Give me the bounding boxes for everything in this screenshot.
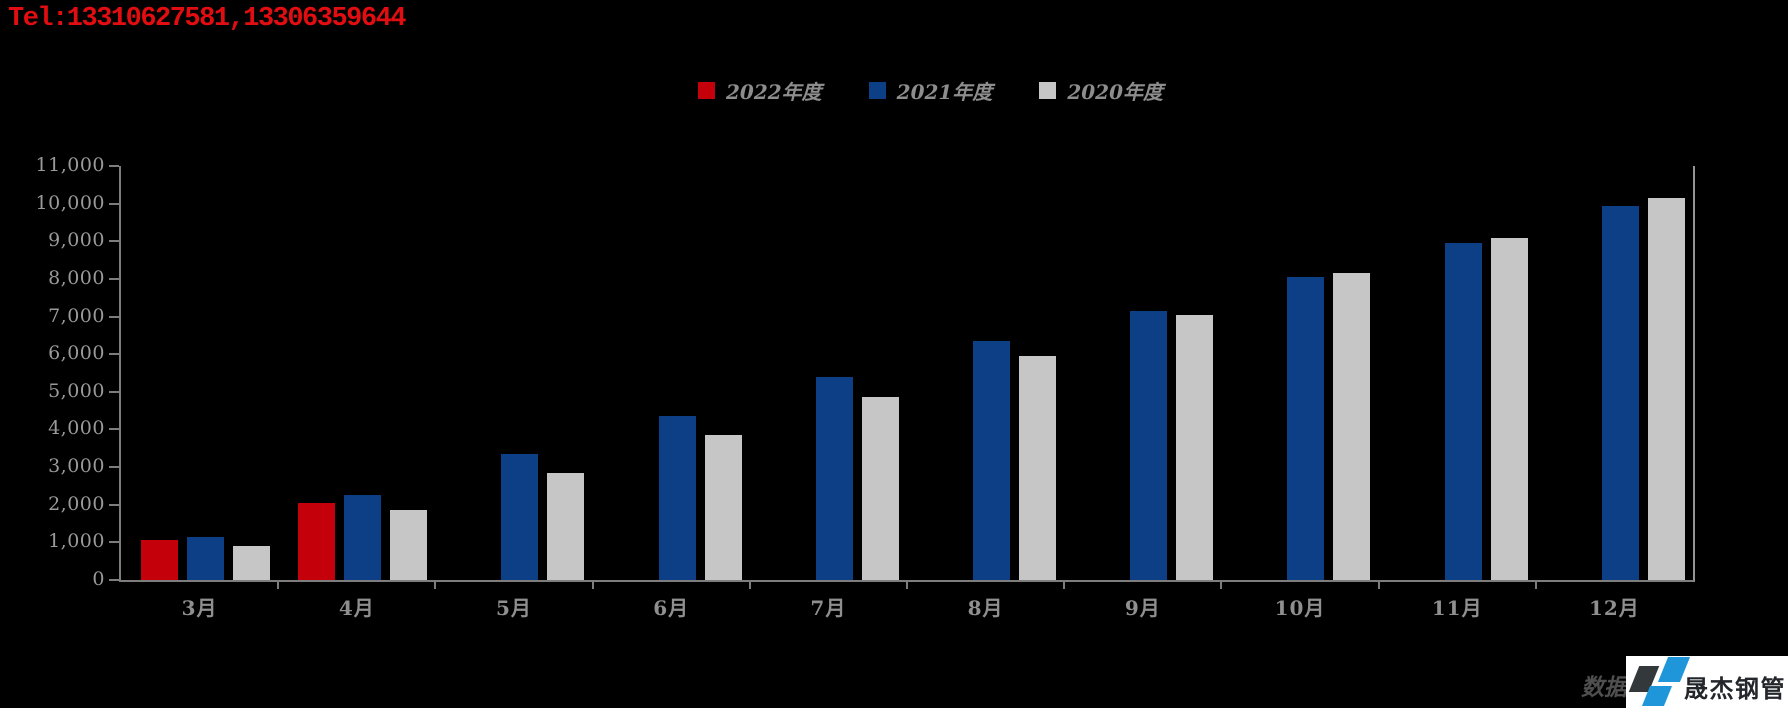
legend-swatch-icon bbox=[868, 82, 886, 99]
y-axis-label: 2,000 bbox=[48, 492, 105, 515]
x-axis-label: 3月 bbox=[181, 596, 218, 620]
x-axis-tick bbox=[1534, 582, 1537, 589]
y-axis-tick bbox=[109, 390, 119, 393]
x-axis-label: 7月 bbox=[810, 596, 847, 620]
bar-2020年度-4月 bbox=[390, 510, 428, 580]
legend-swatch-icon bbox=[698, 82, 715, 99]
y-axis-label: 11,000 bbox=[35, 154, 105, 176]
bar-2021年度-8月 bbox=[973, 341, 1010, 580]
shengjie-logo: 晟杰钢管 bbox=[1626, 656, 1788, 708]
y-axis-label: 1,000 bbox=[48, 530, 105, 553]
bar-2022年度-4月 bbox=[298, 503, 336, 580]
legend-label: 2020年度 bbox=[1067, 80, 1164, 104]
x-axis-tick bbox=[1220, 582, 1223, 589]
bar-2020年度-7月 bbox=[861, 397, 899, 580]
x-axis-label: 9月 bbox=[1124, 596, 1161, 620]
x-axis-label: 12月 bbox=[1588, 596, 1640, 620]
x-axis-tick bbox=[591, 582, 594, 589]
x-axis-tick bbox=[1377, 582, 1380, 589]
bar-2020年度-6月 bbox=[704, 435, 742, 580]
y-axis-tick bbox=[109, 165, 119, 167]
y-axis-tick bbox=[109, 353, 119, 356]
y-axis-label: 3,000 bbox=[48, 455, 105, 478]
y-axis-label: 0 bbox=[92, 568, 105, 590]
x-axis-label: 11月 bbox=[1431, 596, 1483, 620]
bar-2021年度-5月 bbox=[501, 454, 539, 580]
legend-label: 2022年度 bbox=[726, 80, 822, 104]
y-axis-label: 9,000 bbox=[48, 229, 105, 252]
x-axis-label: 10月 bbox=[1274, 596, 1326, 620]
bar-2020年度-8月 bbox=[1019, 356, 1056, 580]
bar-2020年度-11月 bbox=[1490, 238, 1528, 580]
y-axis-tick bbox=[109, 503, 119, 506]
bar-2020年度-3月 bbox=[233, 546, 270, 580]
legend-item-2021年度: 2021年度 bbox=[868, 76, 993, 105]
bar-2021年度-9月 bbox=[1130, 311, 1168, 580]
bar-chart-plot-area: 0 1,000 2,000 3,000 4,000 5,000 6,000 7,000 8,00… bbox=[36, 156, 1695, 620]
y-axis-tick bbox=[109, 315, 119, 318]
tel-contact-line: Tel:13310627581,13306359644 bbox=[8, 4, 406, 34]
y-axis-label: 4,000 bbox=[48, 417, 105, 440]
legend-item-2022年度: 2022年度 bbox=[698, 76, 822, 105]
bar-2021年度-4月 bbox=[344, 495, 382, 580]
y-axis-label: 10,000 bbox=[35, 191, 105, 214]
bar-2021年度-10月 bbox=[1287, 277, 1325, 580]
bar-2020年度-10月 bbox=[1333, 273, 1371, 580]
legend-swatch-icon bbox=[1039, 82, 1057, 99]
x-axis-tick bbox=[277, 582, 280, 589]
y-axis-label: 8,000 bbox=[48, 266, 105, 289]
bar-2020年度-12月 bbox=[1647, 198, 1685, 580]
y-axis-tick bbox=[109, 466, 119, 469]
bar-2022年度-3月 bbox=[141, 540, 178, 580]
y-axis-label: 6,000 bbox=[48, 342, 105, 365]
bar-2021年度-12月 bbox=[1601, 206, 1639, 580]
legend-label: 2021年度 bbox=[896, 80, 993, 104]
x-axis-label: 5月 bbox=[496, 596, 532, 620]
chart-legend: 2022年度 2021年度 2020年度 bbox=[698, 76, 1163, 105]
shengjie-logo-icon bbox=[1626, 653, 1692, 708]
bar-2020年度-9月 bbox=[1176, 315, 1214, 580]
y-axis-tick bbox=[109, 240, 119, 243]
y-axis-tick bbox=[109, 541, 119, 544]
bar-2021年度-6月 bbox=[658, 416, 696, 580]
x-axis-label: 4月 bbox=[338, 596, 375, 620]
x-axis-tick bbox=[434, 582, 437, 589]
x-axis-label: 8月 bbox=[967, 596, 1004, 620]
y-axis-tick bbox=[109, 277, 119, 280]
y-axis-tick bbox=[109, 579, 119, 581]
logo-company-name: 晟杰钢管 bbox=[1684, 676, 1786, 703]
y-axis-label: 5,000 bbox=[48, 379, 105, 402]
x-axis-tick bbox=[906, 582, 908, 589]
x-axis-tick bbox=[1063, 582, 1066, 589]
bar-2021年度-7月 bbox=[815, 377, 853, 580]
x-axis-label: 6月 bbox=[653, 596, 690, 620]
bar-2021年度-11月 bbox=[1444, 243, 1482, 580]
bar-2020年度-5月 bbox=[547, 473, 585, 580]
bar-2021年度-3月 bbox=[187, 537, 224, 580]
x-axis-tick bbox=[748, 582, 751, 589]
y-axis-tick bbox=[109, 202, 119, 205]
y-axis-label: 7,000 bbox=[48, 304, 105, 327]
y-axis-tick bbox=[109, 428, 119, 431]
legend-item-2020年度: 2020年度 bbox=[1039, 76, 1163, 105]
